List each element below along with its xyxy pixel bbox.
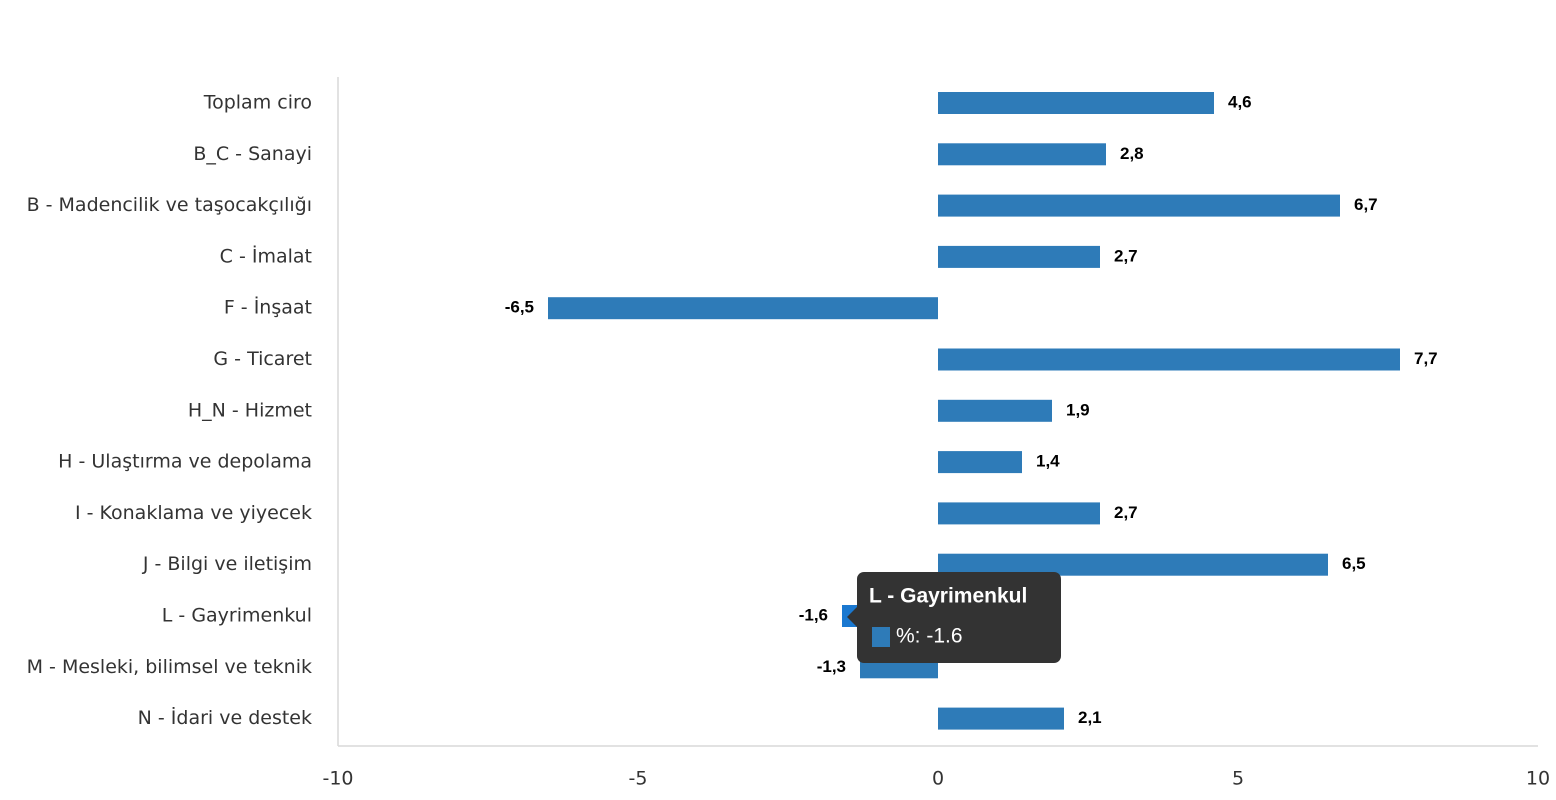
value-label: 2,1: [1078, 708, 1102, 727]
x-tick-label: -5: [629, 768, 648, 790]
bar: [938, 92, 1214, 114]
value-label: 7,7: [1414, 349, 1438, 368]
tooltip-title: L - Gayrimenkul: [869, 585, 1027, 608]
tooltip-text: %: -1.6: [896, 625, 963, 648]
value-label: 4,6: [1228, 92, 1252, 111]
x-tick-label: 10: [1526, 768, 1550, 790]
tooltip-box: [857, 572, 1061, 663]
x-tick-label: 0: [932, 768, 944, 790]
value-label: -1,6: [799, 605, 828, 624]
value-label: 1,9: [1066, 400, 1090, 419]
bar: [938, 143, 1106, 166]
category-label: L - Gayrimenkul: [162, 605, 312, 627]
tooltip-arrow: [847, 607, 857, 627]
category-label: B_C - Sanayi: [193, 143, 312, 165]
bar: [938, 245, 1100, 268]
category-label: Toplam ciro: [203, 92, 312, 114]
category-label: B - Madencilik ve taşocakçılığı: [27, 194, 312, 216]
x-tick-label: 5: [1232, 768, 1244, 790]
category-label: J - Bilgi ve iletişim: [142, 553, 312, 575]
tooltip: L - Gayrimenkul %: -1.6: [847, 572, 1061, 663]
value-label: -1,3: [817, 657, 846, 676]
bar: [938, 348, 1400, 371]
bar: [938, 553, 1328, 576]
bar: [938, 502, 1100, 525]
bar: [938, 194, 1340, 217]
value-label: 6,5: [1342, 554, 1366, 573]
value-label: -6,5: [505, 298, 534, 317]
tooltip-swatch: [872, 627, 890, 647]
category-label: F - İnşaat: [224, 296, 312, 319]
category-label: I - Konaklama ve yiyecek: [75, 502, 312, 524]
category-label: H_N - Hizmet: [188, 399, 312, 421]
value-label: 1,4: [1036, 452, 1060, 471]
category-label: G - Ticaret: [213, 348, 312, 370]
bar: [938, 707, 1064, 730]
bar: [938, 451, 1022, 474]
category-label: H - Ulaştırma ve depolama: [58, 451, 312, 473]
category-label: N - İdari ve destek: [138, 706, 312, 729]
value-label: 6,7: [1354, 195, 1378, 214]
x-tick-label: -10: [322, 768, 353, 790]
value-label: 2,8: [1120, 144, 1144, 163]
category-label: M - Mesleki, bilimsel ve teknik: [27, 656, 312, 678]
bar: [548, 297, 938, 320]
value-label: 2,7: [1114, 503, 1138, 522]
category-label: C - İmalat: [220, 244, 312, 267]
value-label: 2,7: [1114, 246, 1138, 265]
bar: [938, 399, 1052, 422]
